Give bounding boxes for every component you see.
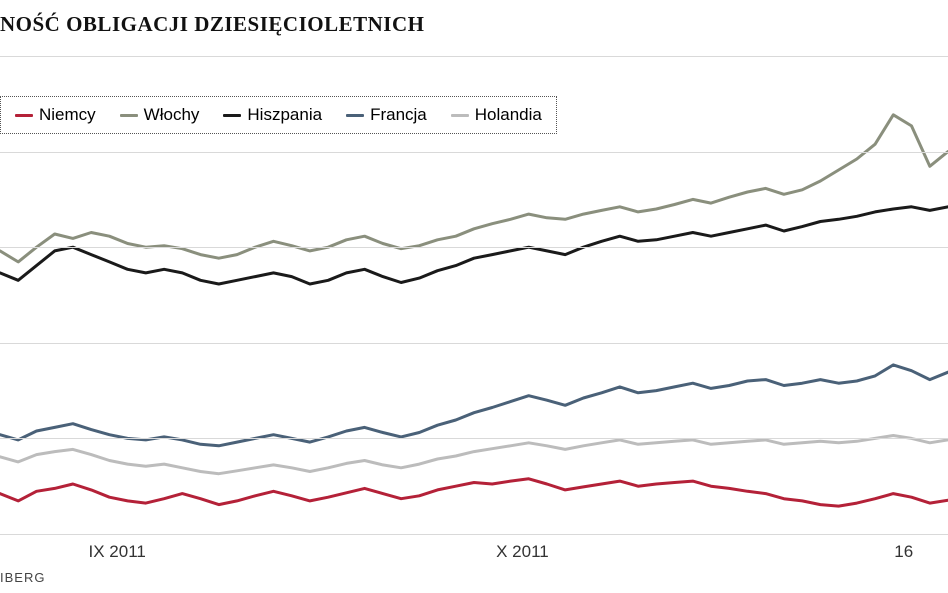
legend-swatch bbox=[15, 114, 33, 117]
series-line bbox=[0, 115, 948, 262]
x-tick-label: 16 bbox=[894, 542, 913, 562]
legend-item: Niemcy bbox=[15, 105, 96, 125]
legend: Niemcy Włochy Hiszpania Francja Holandia bbox=[0, 96, 557, 134]
grid-line bbox=[0, 534, 948, 535]
bond-yield-chart: { "title": "NOŚĆ OBLIGACJI DZIESIĘCIOLET… bbox=[0, 0, 948, 593]
chart-title: NOŚĆ OBLIGACJI DZIESIĘCIOLETNICH bbox=[0, 12, 424, 37]
grid-line bbox=[0, 343, 948, 344]
series-line bbox=[0, 436, 948, 474]
legend-item: Francja bbox=[346, 105, 427, 125]
legend-swatch bbox=[346, 114, 364, 117]
legend-swatch bbox=[451, 114, 469, 117]
legend-item: Holandia bbox=[451, 105, 542, 125]
series-line bbox=[0, 479, 948, 506]
x-tick-label: X 2011 bbox=[496, 542, 549, 562]
legend-item: Włochy bbox=[120, 105, 200, 125]
legend-swatch bbox=[223, 114, 241, 117]
legend-label: Hiszpania bbox=[247, 105, 322, 125]
legend-label: Holandia bbox=[475, 105, 542, 125]
legend-item: Hiszpania bbox=[223, 105, 322, 125]
grid-line bbox=[0, 438, 948, 439]
series-line bbox=[0, 365, 948, 446]
legend-label: Włochy bbox=[144, 105, 200, 125]
grid-line bbox=[0, 56, 948, 57]
x-tick-label: IX 2011 bbox=[89, 542, 146, 562]
legend-label: Niemcy bbox=[39, 105, 96, 125]
legend-label: Francja bbox=[370, 105, 427, 125]
grid-line bbox=[0, 152, 948, 153]
grid-line bbox=[0, 247, 948, 248]
legend-swatch bbox=[120, 114, 138, 117]
source-label: IBERG bbox=[0, 570, 45, 585]
